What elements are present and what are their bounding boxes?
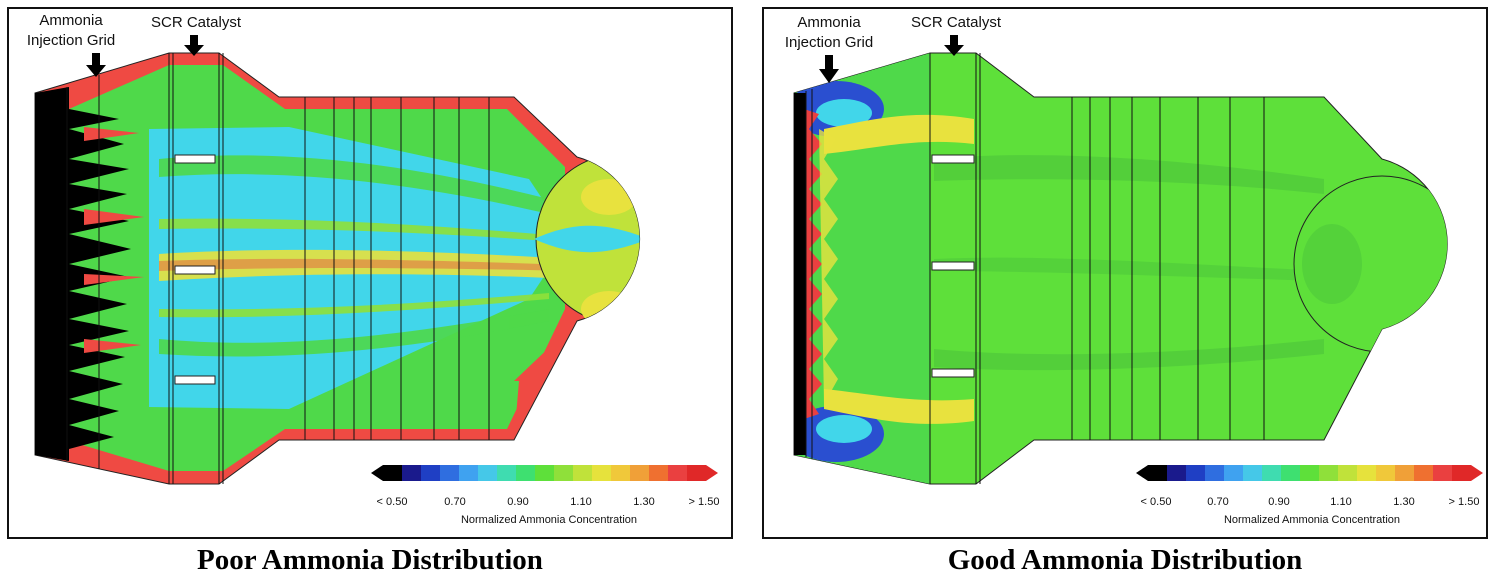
legend-swatch — [1319, 465, 1338, 481]
legend-swatch — [516, 465, 535, 481]
legend-arrow-left — [371, 465, 383, 481]
legend-swatch — [440, 465, 459, 481]
label-scr: SCR Catalyst — [911, 14, 1002, 31]
legend-swatch — [1243, 465, 1262, 481]
legend-tick: 0.90 — [1268, 496, 1289, 508]
legend-title: Normalized Ammonia Concentration — [461, 514, 637, 526]
legend-swatch — [1452, 465, 1471, 481]
legend-swatch — [1262, 465, 1281, 481]
legend-tick: < 0.50 — [1141, 496, 1172, 508]
legend-colorbar — [371, 465, 718, 481]
legend-swatch — [1224, 465, 1243, 481]
arrow-down-icon — [819, 55, 839, 83]
legend-swatch — [459, 465, 478, 481]
legend-tick: 1.30 — [1393, 496, 1414, 508]
legend-swatch — [1395, 465, 1414, 481]
legend-swatch — [668, 465, 687, 481]
legend-swatch — [573, 465, 592, 481]
label-aig-line2: Injection Grid — [785, 34, 873, 51]
legend-swatch — [1376, 465, 1395, 481]
legend-arrow-right — [706, 465, 718, 481]
legend-swatch — [383, 465, 402, 481]
caption-good: Good Ammonia Distribution — [947, 544, 1303, 576]
label-aig-line1: Ammonia — [39, 12, 103, 29]
legend-tick: 1.10 — [1330, 496, 1351, 508]
legend-arrow-right — [1471, 465, 1483, 481]
legend-tick: 0.70 — [1207, 496, 1228, 508]
caption-poor: Poor Ammonia Distribution — [197, 544, 543, 576]
label-aig-line2: Injection Grid — [27, 32, 115, 49]
arrow-down-icon — [184, 35, 204, 56]
cfd-contour-poor: Ammonia Injection Grid SCR Catalyst < 0.… — [27, 12, 720, 526]
legend-swatch — [497, 465, 516, 481]
legend-swatch — [535, 465, 554, 481]
legend-swatch — [1148, 465, 1167, 481]
legend-tick: 0.70 — [444, 496, 465, 508]
legend-tick: 1.30 — [633, 496, 654, 508]
panel-good-distribution: Ammonia Injection Grid SCR Catalyst < 0.… — [762, 7, 1488, 539]
legend-swatch — [630, 465, 649, 481]
legend-swatch — [1300, 465, 1319, 481]
legend-swatch — [687, 465, 706, 481]
legend-swatch — [478, 465, 497, 481]
legend-swatch — [421, 465, 440, 481]
legend-swatch — [649, 465, 668, 481]
legend-swatch — [1433, 465, 1452, 481]
legend-swatch — [1186, 465, 1205, 481]
legend-swatch — [554, 465, 573, 481]
legend-swatch — [592, 465, 611, 481]
legend-arrow-left — [1136, 465, 1148, 481]
legend-swatch — [1414, 465, 1433, 481]
legend-swatch — [611, 465, 630, 481]
legend-tick: 0.90 — [507, 496, 528, 508]
cfd-contour-good: Ammonia Injection Grid SCR Catalyst < 0.… — [785, 14, 1483, 526]
legend-title: Normalized Ammonia Concentration — [1224, 514, 1400, 526]
legend-colorbar — [1136, 465, 1483, 481]
legend-swatch — [1281, 465, 1300, 481]
arrow-down-icon — [86, 53, 106, 77]
legend-swatch — [1205, 465, 1224, 481]
legend-swatch — [1357, 465, 1376, 481]
legend-swatch — [402, 465, 421, 481]
legend-tick: < 0.50 — [377, 496, 408, 508]
legend-tick: > 1.50 — [689, 496, 720, 508]
legend-tick: 1.10 — [570, 496, 591, 508]
label-scr: SCR Catalyst — [151, 14, 242, 31]
label-aig-line1: Ammonia — [797, 14, 861, 31]
arrow-down-icon — [944, 35, 964, 56]
legend-swatch — [1338, 465, 1357, 481]
legend-swatch — [1167, 465, 1186, 481]
panel-poor-distribution: Ammonia Injection Grid SCR Catalyst < 0.… — [7, 7, 733, 539]
legend-tick: > 1.50 — [1449, 496, 1480, 508]
